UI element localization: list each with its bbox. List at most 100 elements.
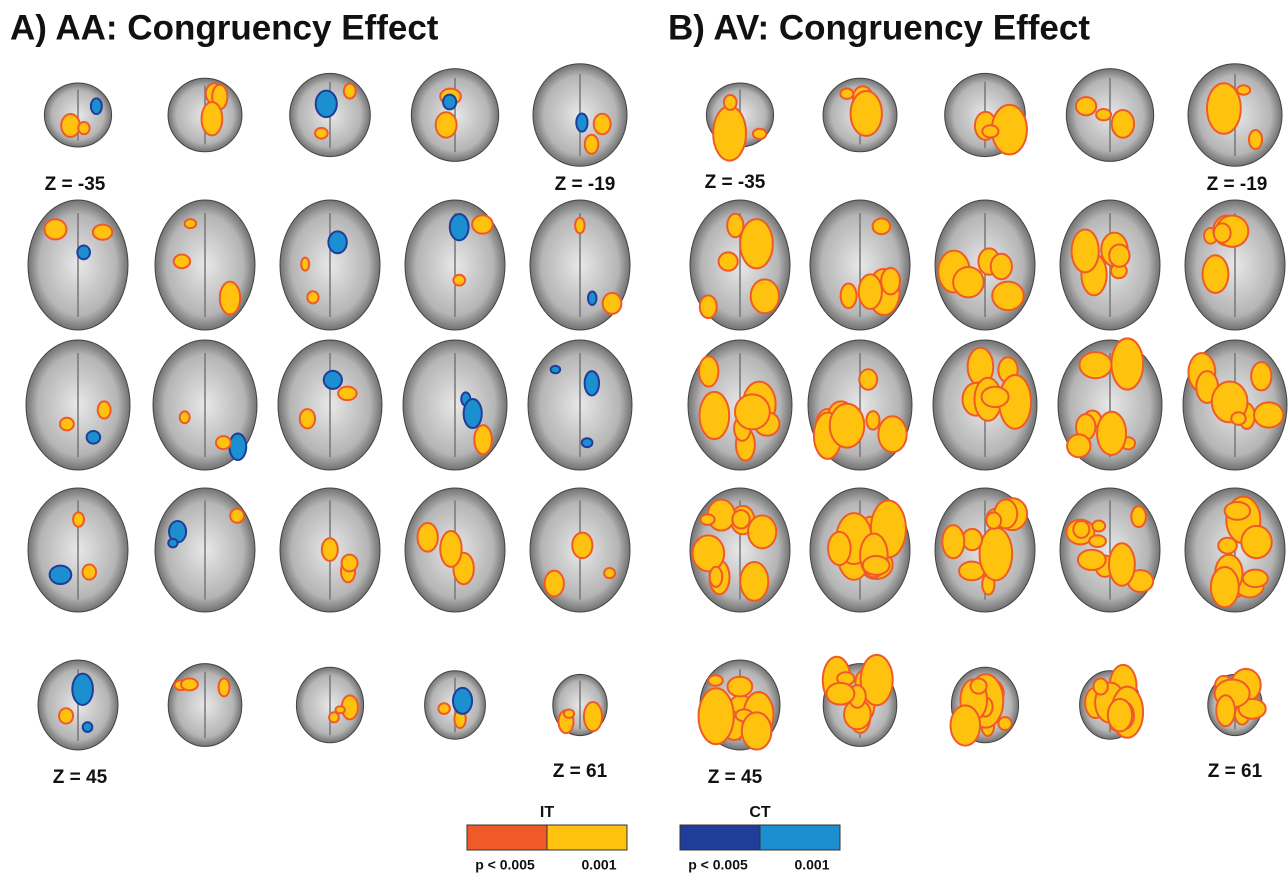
activation — [588, 291, 597, 304]
activation — [93, 225, 112, 240]
activation — [45, 219, 67, 239]
activation — [942, 525, 964, 558]
activation — [174, 255, 190, 269]
activation — [1218, 538, 1237, 554]
brain-slice — [280, 200, 380, 330]
activation — [77, 245, 90, 259]
activation — [1225, 502, 1250, 520]
activation — [699, 356, 718, 386]
slice-label: Z = 61 — [553, 761, 608, 782]
activation — [78, 122, 89, 134]
brain-slice — [44, 83, 111, 147]
activation — [728, 677, 753, 697]
activation — [1109, 244, 1129, 266]
activation — [1214, 223, 1231, 242]
activation — [220, 282, 240, 315]
activation — [841, 283, 857, 308]
activation — [301, 258, 309, 271]
brain-slice — [1060, 200, 1160, 330]
activation — [83, 565, 97, 580]
brain-slice — [933, 340, 1037, 470]
brain-slice — [1185, 200, 1285, 330]
activation — [450, 214, 469, 240]
colorbar-segment — [467, 825, 547, 850]
activation — [464, 399, 482, 428]
activation — [1111, 338, 1143, 389]
activation — [1211, 567, 1239, 607]
activation — [202, 102, 223, 135]
brain-slice — [425, 671, 486, 739]
activation — [219, 678, 230, 696]
activation — [1231, 412, 1245, 425]
brain-slice — [1208, 669, 1266, 736]
brain-slice — [290, 73, 371, 156]
activation — [168, 539, 177, 548]
activation — [700, 295, 717, 318]
brain-slice — [945, 73, 1027, 156]
activation — [438, 703, 450, 714]
slice-label: Z = -19 — [1207, 174, 1268, 195]
activation — [732, 510, 749, 528]
activation — [1112, 110, 1134, 138]
activation — [443, 95, 456, 110]
activation — [453, 688, 472, 714]
activation — [982, 387, 1009, 407]
activation — [582, 438, 593, 447]
activation — [1108, 699, 1132, 731]
brain-slice — [951, 667, 1019, 745]
activation — [859, 369, 877, 389]
brain-slice — [690, 200, 790, 330]
brain-slice — [1058, 338, 1162, 470]
activation — [564, 710, 574, 718]
activation — [991, 254, 1012, 279]
activation — [1076, 97, 1096, 115]
activation — [603, 293, 622, 314]
activation — [1131, 506, 1146, 527]
brain-slice — [1183, 340, 1287, 470]
slice-label: Z = -35 — [705, 172, 766, 193]
activation — [229, 434, 246, 460]
panel-title: B) AV: Congruency Effect — [668, 8, 1090, 47]
activation — [700, 392, 730, 439]
activation — [336, 706, 345, 713]
activation — [307, 291, 318, 303]
activation — [1237, 85, 1250, 94]
activation — [60, 418, 74, 431]
activation — [551, 366, 561, 373]
brain-slice — [405, 200, 505, 330]
brain-slice — [28, 488, 128, 612]
activation — [315, 128, 328, 139]
activation — [1249, 130, 1262, 149]
brain-slice — [810, 488, 910, 612]
brain-slice — [411, 69, 498, 162]
brain-slice — [553, 674, 607, 735]
brain-slice — [1188, 64, 1282, 166]
activation — [584, 702, 602, 731]
brain-slice — [278, 340, 382, 470]
activation — [83, 722, 93, 732]
brain-slice — [530, 200, 630, 330]
brain-slice — [1066, 69, 1153, 162]
activation — [585, 371, 599, 395]
activation — [181, 678, 198, 690]
colorbar-segment — [680, 825, 760, 850]
activation — [61, 114, 80, 137]
activation — [693, 535, 725, 571]
activation — [1073, 521, 1089, 538]
activation — [1203, 255, 1229, 293]
activation — [572, 533, 592, 559]
activation — [91, 98, 102, 114]
activation — [50, 566, 72, 584]
activation — [1072, 230, 1099, 273]
activation — [982, 125, 998, 137]
activation — [951, 705, 981, 745]
slice-label: Z = 61 — [1208, 761, 1263, 782]
brain-slice — [26, 340, 130, 470]
activation — [180, 411, 190, 423]
activation — [830, 404, 865, 448]
activation — [710, 567, 722, 587]
activation — [1109, 543, 1135, 585]
activation — [748, 515, 776, 548]
activation — [585, 135, 599, 154]
activation — [866, 411, 879, 429]
